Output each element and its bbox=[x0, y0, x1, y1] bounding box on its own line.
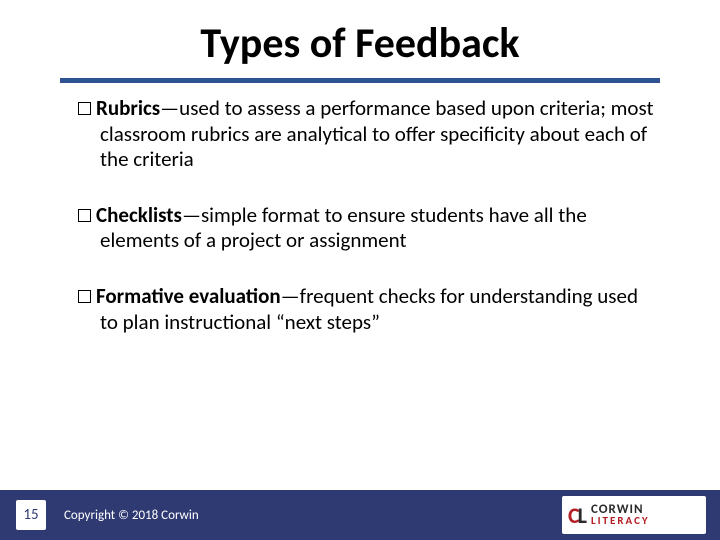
page-number-badge: 15 bbox=[16, 500, 46, 530]
square-bullet-icon bbox=[78, 102, 91, 115]
slide-title: Types of Feedback bbox=[0, 18, 720, 69]
term: Formative evaluation bbox=[96, 283, 281, 309]
footer-bar: 15 Copyright © 2018 Corwin CL CORWIN LIT… bbox=[0, 490, 720, 540]
logo-sub-text: LITERACY bbox=[591, 516, 650, 526]
title-underline bbox=[60, 78, 660, 83]
term: Rubrics bbox=[96, 95, 160, 121]
square-bullet-icon bbox=[78, 209, 91, 222]
square-bullet-icon bbox=[78, 290, 91, 303]
logo-monogram: CL bbox=[568, 502, 585, 529]
corwin-logo: CL CORWIN LITERACY bbox=[562, 496, 706, 534]
bullet-item-rubrics: Rubrics—used to assess a performance bas… bbox=[78, 96, 656, 173]
logo-l-letter: L bbox=[578, 502, 585, 529]
desc: —used to assess a performance based upon… bbox=[100, 95, 653, 172]
logo-c-letter: C bbox=[568, 502, 578, 529]
term: Checklists bbox=[96, 202, 182, 228]
bullet-item-formative: Formative evaluation—frequent checks for… bbox=[78, 284, 656, 335]
slide: Types of Feedback Rubrics—used to assess… bbox=[0, 0, 720, 540]
bullet-item-checklists: Checklists—simple format to ensure stude… bbox=[78, 203, 656, 254]
copyright-text: Copyright © 2018 Corwin bbox=[64, 508, 199, 523]
body-content: Rubrics—used to assess a performance bas… bbox=[78, 96, 656, 365]
logo-text: CORWIN LITERACY bbox=[591, 504, 650, 527]
